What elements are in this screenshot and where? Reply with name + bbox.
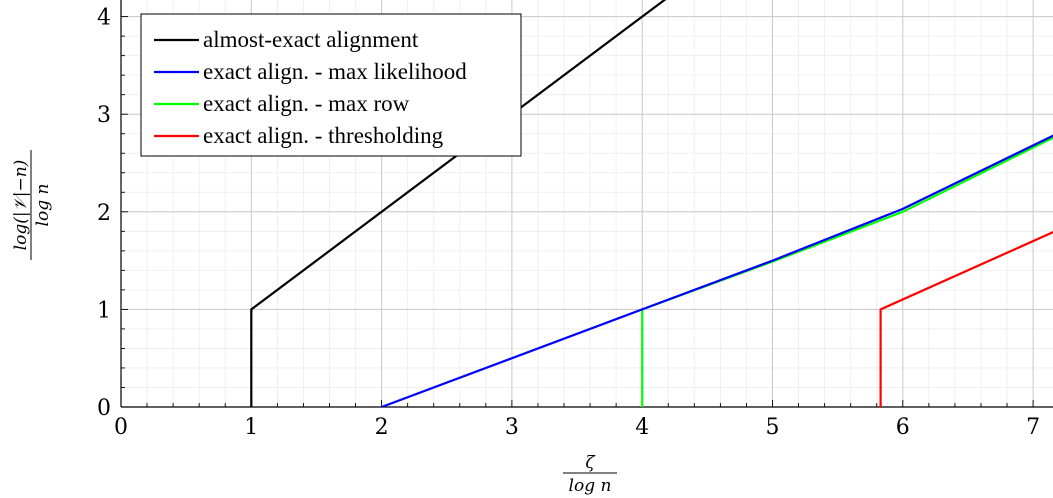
x-tick-label: 4 [635, 415, 649, 440]
tick-labels: 0 1 2 3 4 5 6 7 0 1 2 3 4 [97, 6, 1040, 440]
series-line-2 [381, 134, 1053, 407]
y-tick-label: 3 [97, 103, 111, 128]
legend-box [140, 13, 522, 157]
y-tick-label: 4 [97, 6, 111, 31]
x-axis-label: ζ log n [563, 453, 617, 496]
y-tick-label: 0 [97, 396, 111, 421]
x-tick-label: 7 [1026, 415, 1040, 440]
series-line-4 [879, 230, 1053, 407]
ticks [120, 16, 1034, 408]
x-tick-label: 3 [505, 415, 519, 440]
x-tick-label: 2 [375, 415, 389, 440]
x-tick-label: 1 [244, 415, 258, 440]
y-tick-label: 1 [97, 298, 111, 323]
series-line-1 [250, 0, 667, 407]
y-axis-label-denominator: log n [33, 184, 53, 227]
legend-entry-label: almost-exact alignment [203, 27, 419, 52]
legend: almost-exact alignment exact align. - max… [140, 13, 522, 157]
x-tick-label: 6 [896, 415, 910, 440]
legend-entry-label: exact align. - thresholding [203, 123, 444, 148]
legend-entry-label: exact align. - max row [203, 91, 410, 116]
y-axis-label: log(|𝒱|−n) log n [11, 150, 53, 260]
legend-entry-label: exact align. - max likelihood [203, 59, 467, 84]
axes [120, 0, 1053, 408]
series-line-3 [641, 136, 1053, 407]
x-axis-label-denominator: log n [569, 476, 612, 496]
y-axis-label-numerator: log(|𝒱|−n) [11, 160, 31, 251]
y-tick-label: 2 [97, 201, 111, 226]
x-tick-label: 5 [766, 415, 780, 440]
x-axis-label-numerator: ζ [585, 453, 596, 473]
series-lines [250, 0, 1053, 407]
x-tick-label: 0 [114, 415, 128, 440]
